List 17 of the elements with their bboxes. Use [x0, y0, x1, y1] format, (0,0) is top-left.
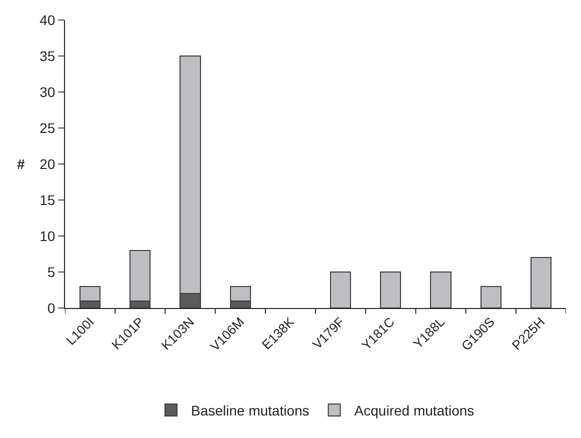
legend-label: Baseline mutations — [191, 402, 310, 418]
bar — [330, 272, 352, 308]
y-tick-label: 5 — [47, 264, 56, 280]
bar — [430, 272, 452, 308]
y-tick-label: 20 — [40, 156, 56, 172]
y-tick-label: 40 — [40, 12, 56, 28]
y-tick-label: 25 — [40, 120, 56, 136]
bar — [480, 286, 502, 308]
y-tick-label: 0 — [47, 300, 56, 316]
legend-label: Acquired mutations — [354, 402, 474, 418]
bar — [380, 272, 402, 308]
y-tick-label: 10 — [40, 228, 56, 244]
bar — [530, 257, 552, 308]
y-tick-label: 35 — [40, 48, 56, 64]
y-tick-label: 15 — [40, 192, 56, 208]
y-axis-title: # — [17, 156, 25, 172]
y-tick-label: 30 — [40, 84, 56, 100]
